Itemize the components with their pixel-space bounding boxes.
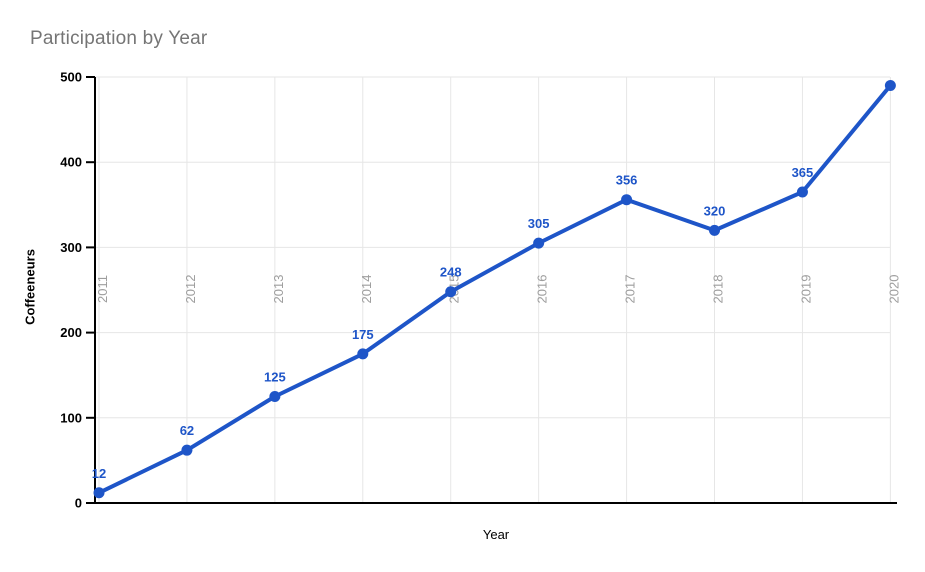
data-point-label: 320 [704, 203, 726, 218]
x-tick-label: 2018 [711, 275, 726, 304]
data-point-label: 62 [180, 423, 194, 438]
data-point-label: 175 [352, 327, 374, 342]
x-tick-label: 2011 [95, 275, 110, 303]
y-tick-label: 300 [60, 240, 82, 255]
x-tick-label: 2017 [623, 275, 638, 304]
data-point-label: 365 [792, 165, 814, 180]
data-point [93, 487, 105, 499]
data-point [796, 186, 808, 198]
x-tick-label: 2020 [886, 275, 901, 304]
data-point-label: 248 [440, 265, 462, 280]
y-tick-label: 0 [75, 496, 82, 511]
data-point [709, 224, 721, 236]
data-point [269, 391, 281, 402]
y-tick-label: 500 [60, 70, 82, 85]
y-tick-label: 400 [60, 155, 82, 170]
chart-title: Participation by Year [30, 28, 208, 49]
data-point-label: 125 [264, 370, 286, 385]
y-tick-label: 200 [60, 325, 82, 340]
data-point [884, 80, 896, 92]
data-point-label: 12 [92, 466, 106, 481]
data-point-label: 356 [616, 173, 638, 188]
x-tick-label: 2019 [798, 275, 813, 304]
data-point [533, 237, 545, 249]
x-tick-label: 2012 [183, 275, 198, 304]
data-point [357, 348, 369, 360]
data-point [621, 194, 633, 206]
data-point [445, 286, 457, 298]
x-tick-label: 2014 [359, 275, 374, 304]
x-tick-label: 2016 [535, 275, 550, 304]
x-tick-label: 2013 [271, 275, 286, 304]
series-line [97, 83, 893, 495]
data-point-label: 305 [528, 216, 550, 231]
data-point [181, 444, 193, 456]
y-axis-title: Coffeeneurs [22, 249, 38, 325]
y-tick-label: 100 [60, 410, 82, 425]
x-axis-title: Year [482, 527, 510, 542]
